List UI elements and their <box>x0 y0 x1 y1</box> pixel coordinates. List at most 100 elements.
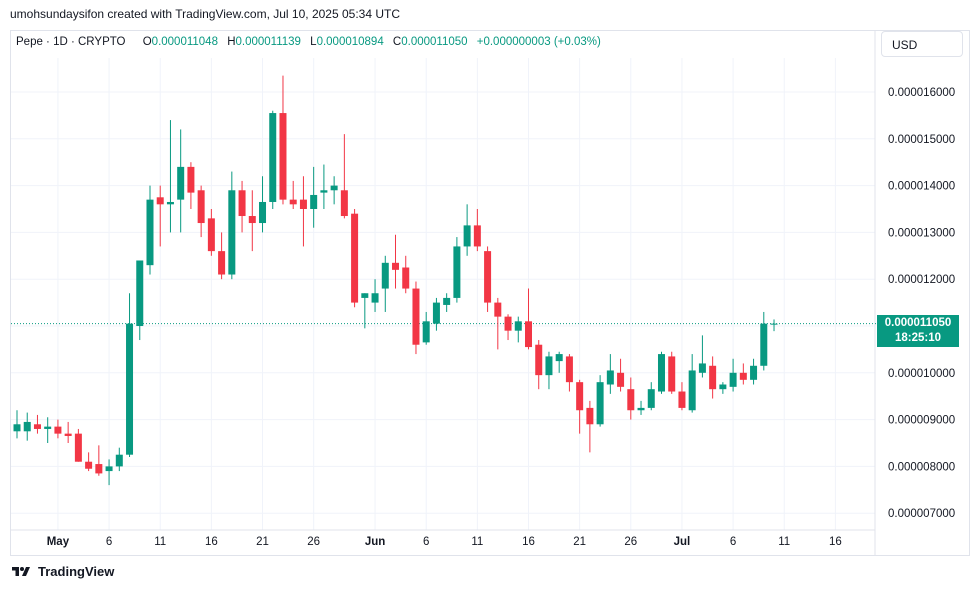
y-tick-label: 0.000012000 <box>888 274 955 286</box>
candle-up <box>13 424 21 432</box>
candle-down <box>586 407 594 425</box>
chart-frame[interactable] <box>10 30 970 556</box>
candle-up <box>770 323 778 325</box>
candle-up <box>259 201 267 224</box>
candle-up <box>698 363 706 373</box>
open-value: 0.000011048 <box>151 36 218 48</box>
candle-up <box>596 382 604 425</box>
candle-up <box>105 466 113 472</box>
candle-down <box>484 251 492 303</box>
candle-up <box>330 185 338 191</box>
candle-up <box>422 321 430 343</box>
candle-up <box>115 454 123 467</box>
candle-up <box>657 354 665 392</box>
x-tick-label: 11 <box>778 536 790 548</box>
x-tick-label: Jul <box>674 536 691 548</box>
candle-up <box>729 372 737 387</box>
candle-down <box>74 433 82 462</box>
candle-down <box>709 365 717 390</box>
y-tick-label: 0.000008000 <box>888 461 955 473</box>
candle-down <box>504 316 512 331</box>
candle-up <box>310 194 318 209</box>
candle-down <box>494 302 502 317</box>
candle-up <box>23 421 31 432</box>
candle-up <box>269 113 277 202</box>
candle-up <box>44 426 52 429</box>
x-tick-label: 6 <box>423 536 429 548</box>
candle-down <box>535 344 543 376</box>
low-label: L <box>310 36 317 48</box>
x-tick-label: 26 <box>307 536 320 548</box>
x-tick-label: 11 <box>154 536 166 548</box>
candle-up <box>555 354 563 362</box>
candle-up <box>146 199 154 266</box>
x-tick-label: May <box>47 536 70 548</box>
x-tick-label: Jun <box>365 536 385 548</box>
close-label: C <box>392 36 402 48</box>
candle-up <box>166 201 174 205</box>
candle-down <box>351 213 359 303</box>
candle-down <box>627 389 635 411</box>
candle-down <box>299 199 307 209</box>
y-tick-label: 0.000014000 <box>888 181 955 193</box>
candle-up <box>320 190 328 193</box>
candle-up <box>760 323 768 366</box>
candle-up <box>719 384 727 390</box>
candle-down <box>289 199 297 205</box>
chart-attribution: umohsundaysifon created with TradingView… <box>10 7 400 21</box>
candle-down <box>64 433 72 436</box>
candle-down <box>392 262 400 270</box>
candle-down <box>340 190 348 217</box>
x-tick-label: 6 <box>730 536 736 548</box>
x-tick-label: 21 <box>256 536 269 548</box>
candle-down <box>565 356 573 383</box>
candle-down <box>473 225 481 247</box>
x-tick-label: 16 <box>829 536 842 548</box>
candle-up <box>606 370 614 385</box>
candle-up <box>432 302 440 324</box>
open-label: O <box>142 36 152 48</box>
candle-down <box>218 251 226 275</box>
candle-down <box>668 356 676 392</box>
candle-down <box>238 190 246 217</box>
tradingview-logo-icon <box>12 566 30 576</box>
candle-down <box>576 382 584 411</box>
change-value: +0.000000003 (+0.03%) <box>476 36 601 48</box>
candle-down <box>85 461 93 469</box>
candle-up <box>688 370 696 411</box>
candle-up <box>647 389 655 408</box>
y-tick-label: 0.000009000 <box>888 415 955 427</box>
symbol-label[interactable]: Pepe · 1D · CRYPTO <box>16 36 126 48</box>
bar-countdown: 18:25:10 <box>894 332 942 344</box>
tradingview-brand[interactable]: TradingView <box>10 564 114 579</box>
candle-up <box>637 407 645 411</box>
candle-down <box>197 190 205 224</box>
candle-down <box>95 464 103 474</box>
candle-up <box>361 293 369 298</box>
candle-up <box>371 293 379 303</box>
y-tick-label: 0.000007000 <box>888 508 955 520</box>
candle-down <box>279 113 287 200</box>
x-tick-label: 21 <box>573 536 586 548</box>
candle-up <box>443 297 451 305</box>
currency-button[interactable]: USD <box>881 31 963 57</box>
candle-up <box>381 262 389 289</box>
candle-up <box>126 323 134 455</box>
x-tick-label: 16 <box>522 536 535 548</box>
y-tick-label: 0.000013000 <box>888 227 955 239</box>
candle-up <box>750 365 758 380</box>
candle-down <box>33 424 41 429</box>
candle-down <box>54 426 62 434</box>
brand-label: TradingView <box>38 564 115 579</box>
x-tick-label: 6 <box>106 536 112 548</box>
candle-up <box>228 190 236 275</box>
x-tick-label: 16 <box>205 536 218 548</box>
candle-down <box>156 197 164 205</box>
y-tick-label: 0.000015000 <box>888 134 955 146</box>
low-value: 0.000010894 <box>316 36 384 48</box>
x-tick-label: 26 <box>624 536 637 548</box>
last-price-value: 0.000011050 <box>884 317 952 329</box>
candle-up <box>136 260 144 326</box>
high-label: H <box>227 36 236 48</box>
